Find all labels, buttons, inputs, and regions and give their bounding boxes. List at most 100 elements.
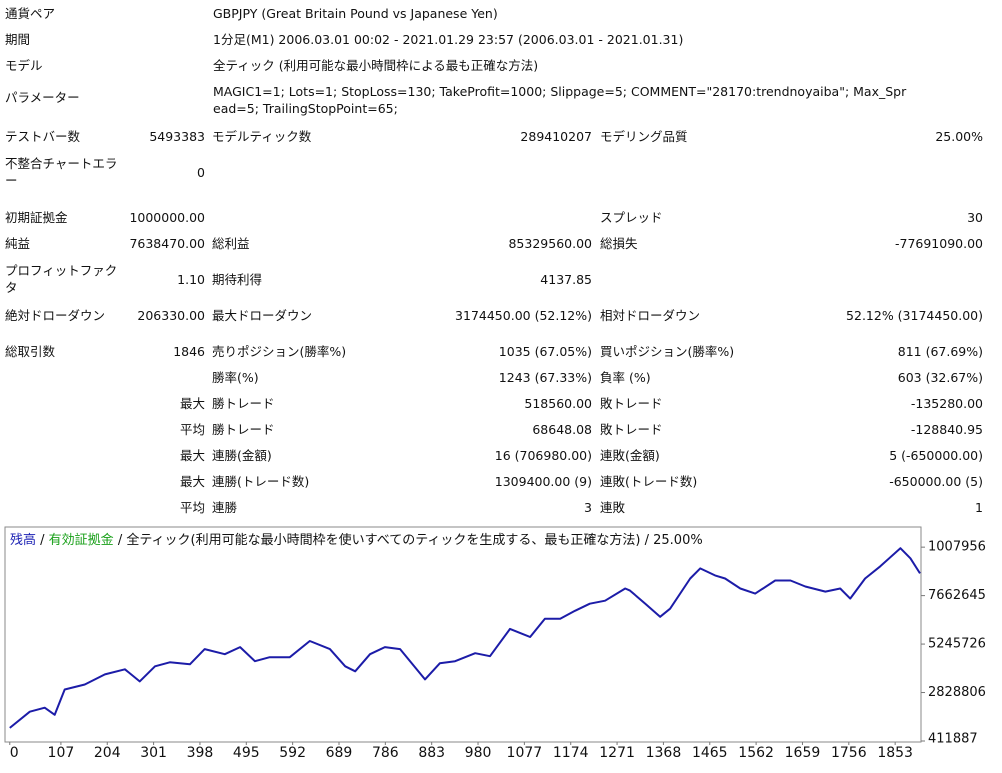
stat-value: 4137.85: [540, 272, 592, 287]
x-tick-label: 0: [10, 745, 19, 761]
stat-value: 52.12% (3174450.00): [846, 308, 983, 323]
stat-label: 総利益: [212, 236, 250, 251]
stat-value: 1000000.00: [129, 210, 205, 225]
stat-value: 平均: [179, 422, 205, 437]
stat-label: 総取引数: [5, 344, 56, 359]
stat-value: -77691090.00: [894, 236, 983, 251]
stat-value: 289410207: [520, 129, 592, 144]
stat-label: 不整合チャートエラー: [5, 156, 118, 188]
y-tick-label: 1007956: [928, 540, 986, 555]
summary-label: モデル: [5, 58, 43, 73]
y-tick-label: 411887: [928, 732, 978, 747]
x-tick-label: 689: [326, 745, 353, 761]
stat-label: 敗トレード: [600, 396, 663, 411]
stat-label: 敗トレード: [600, 422, 663, 437]
stat-label: スプレッド: [600, 210, 663, 225]
stat-label: 勝トレード: [212, 422, 275, 437]
x-tick-label: 301: [140, 745, 167, 761]
stat-label: 連勝(金額): [212, 448, 272, 463]
y-tick-label: 2828806: [928, 685, 986, 700]
stat-value: 1.10: [177, 272, 205, 287]
stat-value: 0: [197, 165, 205, 180]
stat-value: -650000.00 (5): [889, 474, 983, 489]
summary-value: 全ティック (利用可能な最小時間枠による最も正確な方法): [213, 58, 539, 73]
x-tick-label: 1853: [877, 745, 913, 761]
x-tick-label: 592: [279, 745, 306, 761]
y-tick-label: 5245726: [928, 637, 986, 652]
x-tick-label: 1077: [507, 745, 543, 761]
stat-value: 85329560.00: [508, 236, 592, 251]
x-tick-label: 204: [94, 745, 121, 761]
summary-value: MAGIC1=1; Lots=1; StopLoss=130; TakeProf…: [213, 84, 907, 116]
stat-value: -128840.95: [910, 422, 983, 437]
summary-value: 1分足(M1) 2006.03.01 00:02 - 2021.01.29 23…: [213, 32, 684, 47]
stat-label: プロフィットファクタ: [5, 263, 118, 295]
y-tick-label: 7662645: [928, 588, 986, 603]
caption-part: / 全ティック(利用可能な最小時間枠を使いすべてのティックを生成する、最も正確な…: [114, 532, 703, 548]
stat-value: 16 (706980.00): [494, 448, 592, 463]
caption-part: 残高: [10, 532, 36, 548]
stat-value: 5 (-650000.00): [889, 448, 983, 463]
stat-value: 68648.08: [532, 422, 592, 437]
stat-value: 811 (67.69%): [897, 344, 983, 359]
stat-label: 絶対ドローダウン: [5, 308, 106, 323]
x-tick-label: 883: [418, 745, 445, 761]
x-tick-label: 980: [465, 745, 492, 761]
stat-value: 518560.00: [524, 396, 592, 411]
stat-label: モデルティック数: [212, 129, 312, 144]
x-tick-label: 107: [48, 745, 75, 761]
x-tick-label: 1465: [692, 745, 728, 761]
stat-label: 純益: [5, 236, 31, 251]
stat-value: 603 (32.67%): [897, 370, 983, 385]
x-tick-label: 1368: [646, 745, 682, 761]
stat-label: テストバー数: [5, 129, 81, 144]
stat-value: 最大: [179, 448, 205, 463]
stat-value: -135280.00: [910, 396, 983, 411]
plot-frame: [4, 526, 922, 743]
stat-label: 売りポジション(勝率%): [212, 344, 347, 359]
chart-caption: 残高 / 有効証拠金 / 全ティック(利用可能な最小時間枠を使いすべてのティック…: [10, 532, 703, 548]
stat-label: 買いポジション(勝率%): [600, 344, 735, 359]
caption-part: /: [36, 533, 49, 548]
stat-label: 連勝(トレード数): [212, 474, 310, 489]
stat-value: 25.00%: [935, 129, 983, 144]
caption-part: 有効証拠金: [49, 532, 114, 548]
stat-label: 相対ドローダウン: [600, 308, 701, 323]
stat-value: 1035 (67.05%): [498, 344, 592, 359]
balance-line: [9, 547, 921, 729]
summary-label: パラメーター: [5, 90, 80, 105]
stat-label: 勝トレード: [212, 396, 275, 411]
x-tick-label: 495: [233, 745, 260, 761]
stat-value: 3: [584, 500, 592, 515]
stat-value: 30: [967, 210, 983, 225]
stat-value: 最大: [179, 474, 205, 489]
x-tick-label: 1659: [785, 745, 821, 761]
stat-value: 1846: [173, 344, 205, 359]
stat-value: 1: [975, 500, 983, 515]
stat-value: 平均: [179, 500, 205, 515]
x-tick-label: 1756: [831, 745, 867, 761]
stat-label: 連勝: [212, 500, 238, 515]
x-tick-label: 1174: [553, 745, 589, 761]
stat-value: 3174450.00 (52.12%): [455, 308, 592, 323]
stat-label: 総損失: [600, 236, 638, 251]
stat-label: 連敗: [600, 500, 626, 515]
stat-label: 負率 (%): [600, 370, 651, 385]
stat-label: 連敗(金額): [600, 448, 660, 463]
x-tick-label: 1562: [738, 745, 774, 761]
summary-label: 通貨ペア: [5, 6, 56, 21]
summary-label: 期間: [5, 32, 31, 47]
stat-value: 1309400.00 (9): [494, 474, 592, 489]
stat-label: 勝率(%): [212, 370, 259, 385]
stat-value: 206330.00: [137, 308, 205, 323]
x-tick-label: 1271: [599, 745, 635, 761]
stat-value: 7638470.00: [129, 236, 205, 251]
stat-value: 最大: [179, 396, 205, 411]
stat-value: 1243 (67.33%): [498, 370, 592, 385]
x-tick-label: 786: [372, 745, 399, 761]
stat-label: 最大ドローダウン: [212, 308, 313, 323]
stat-label: 連敗(トレード数): [600, 474, 698, 489]
stat-label: モデリング品質: [600, 129, 688, 144]
x-tick-label: 398: [187, 745, 214, 761]
